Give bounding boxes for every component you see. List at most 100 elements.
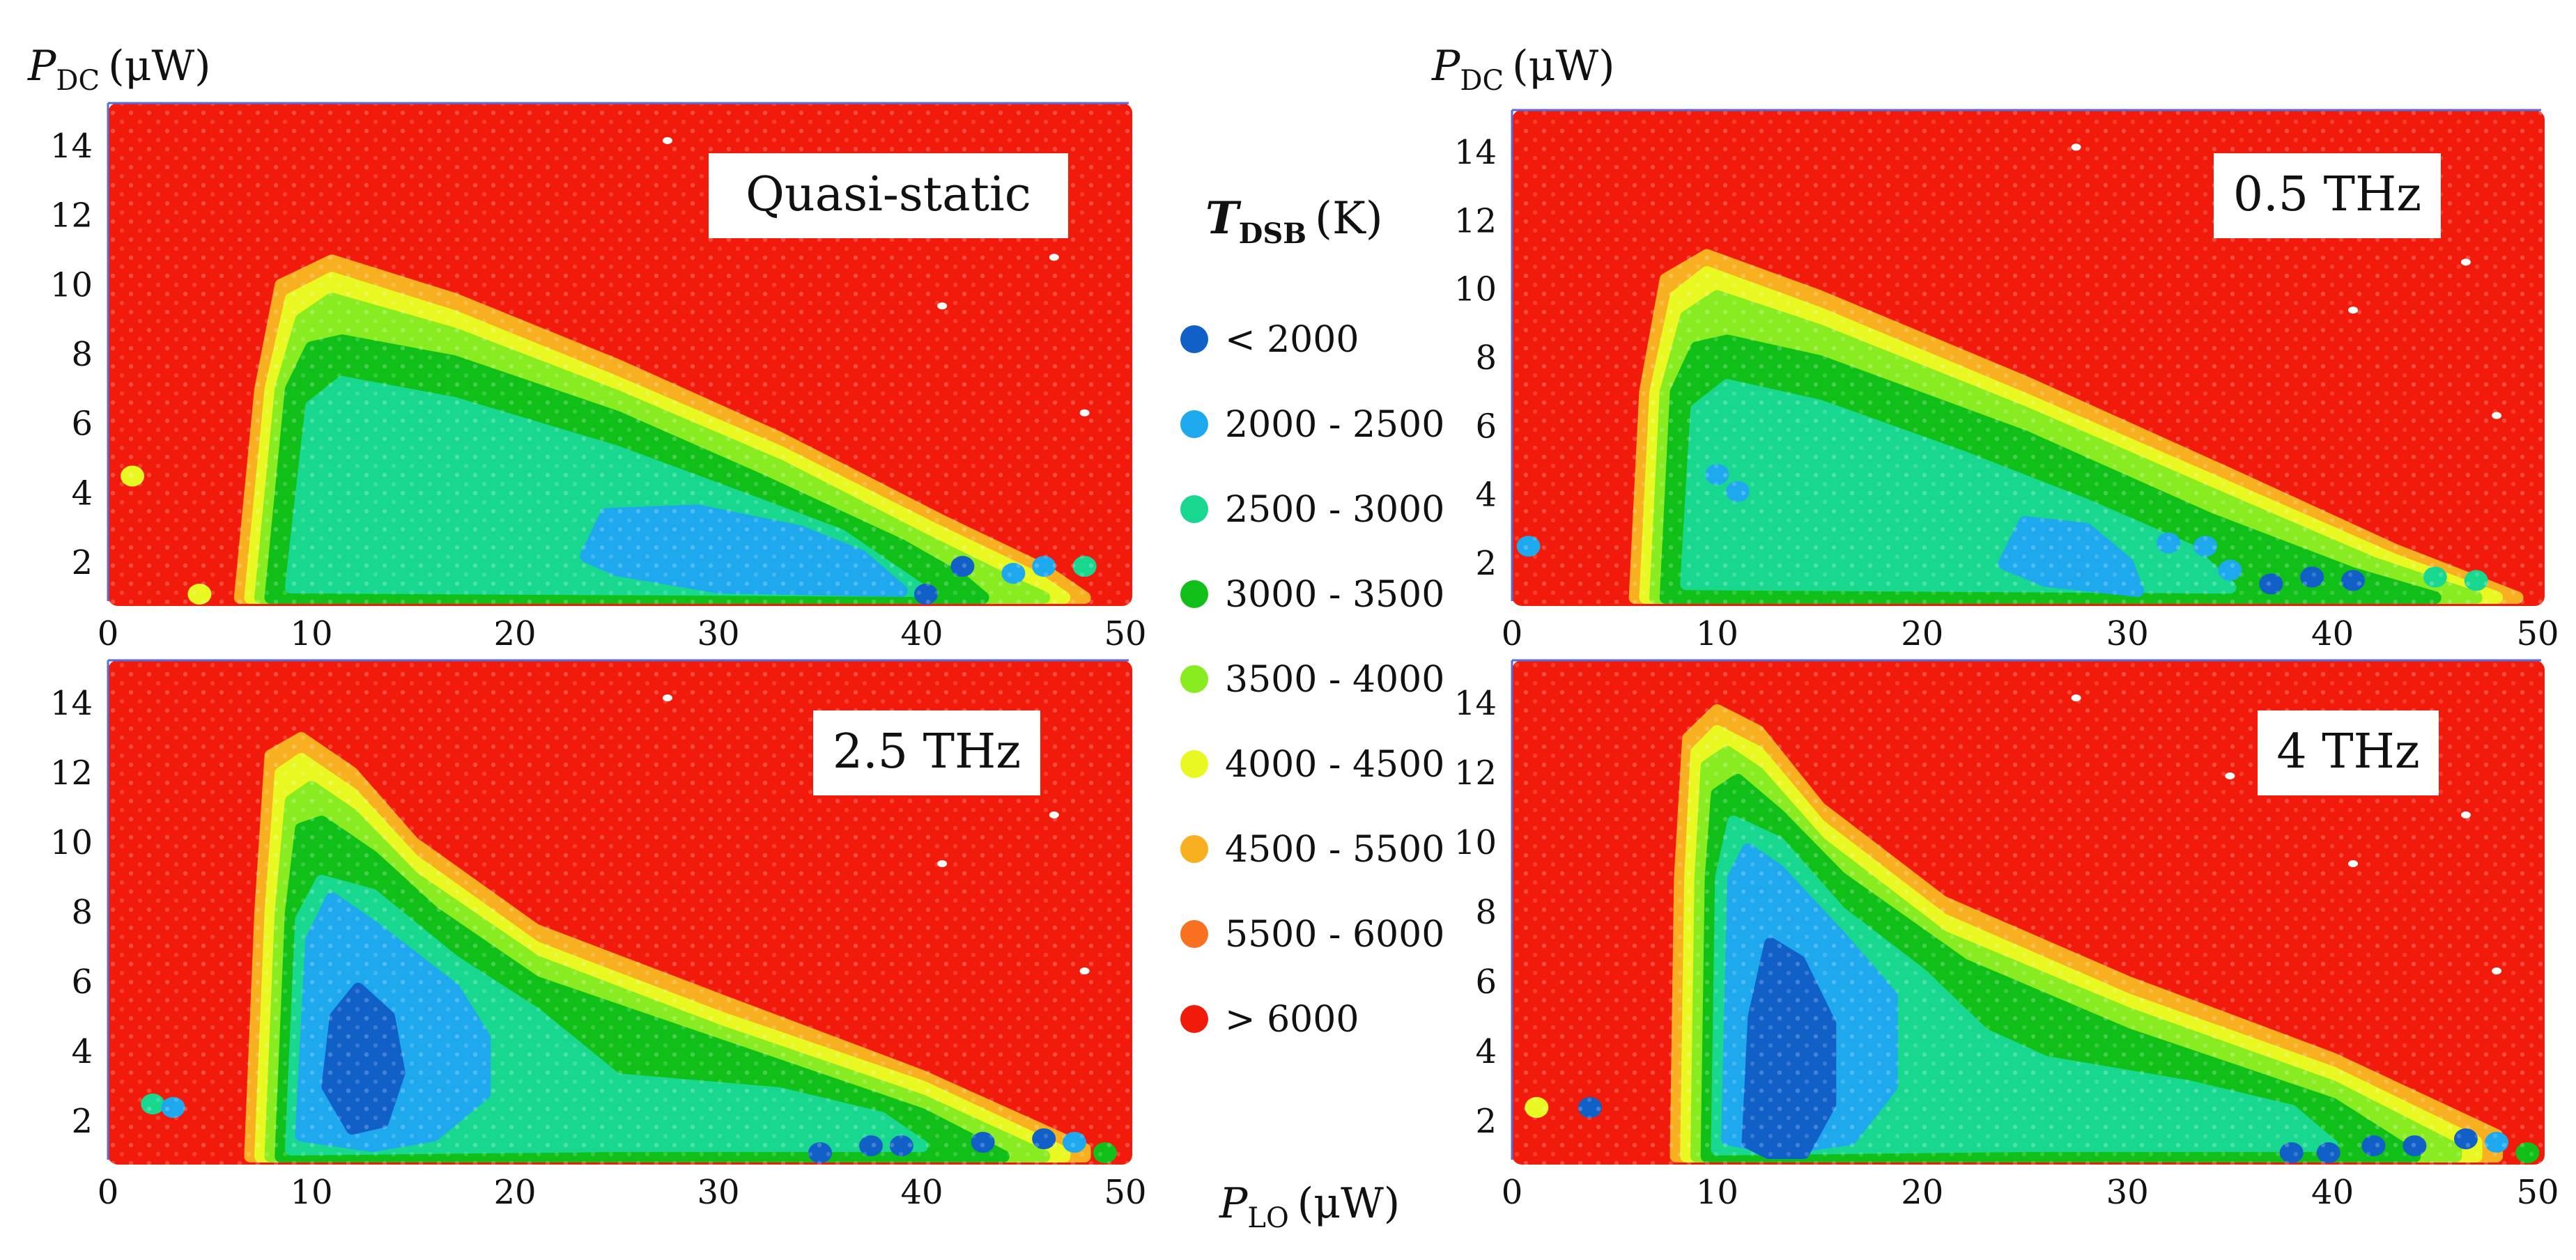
y-axis-subscript: DC xyxy=(1460,65,1504,97)
x-tick-label: 50 xyxy=(2516,614,2559,653)
y-tick-label: 6 xyxy=(1475,407,1497,446)
panel-2: 2 4 6 8 10 12 14 0 10 20 30 40 50 2.5 THz xyxy=(50,659,1147,1212)
y-tick-label: 8 xyxy=(1475,339,1497,378)
x-tick-label: 30 xyxy=(2106,614,2149,653)
panel-0: 2 4 6 8 10 12 14 0 10 20 30 40 50 Quasi-static xyxy=(50,102,1147,653)
y-axis-label-right: PDC (μW) xyxy=(1431,42,1615,97)
y-tick-label: 14 xyxy=(1454,684,1497,723)
legend-marker xyxy=(1180,410,1208,438)
legend-label: 2000 - 2500 xyxy=(1225,404,1444,446)
x-tick-label: 10 xyxy=(290,614,332,653)
y-tick-label: 6 xyxy=(1475,963,1497,1002)
legend-marker xyxy=(1180,665,1208,693)
legend-marker xyxy=(1180,495,1208,523)
panel-3: 2 4 6 8 10 12 14 0 10 20 30 40 50 4 THz xyxy=(1454,659,2559,1212)
panel-1: 2 4 6 8 10 12 14 0 10 20 30 40 50 0.5 THz xyxy=(1454,109,2559,653)
x-axis-subscript: LO xyxy=(1247,1202,1288,1234)
x-tick-label: 30 xyxy=(697,614,739,653)
legend-label: > 6000 xyxy=(1225,999,1359,1041)
legend-marker xyxy=(1180,920,1208,948)
x-tick-label: 10 xyxy=(290,1173,332,1212)
legend-title-symbol: T xyxy=(1205,192,1242,244)
x-tick-label: 40 xyxy=(2311,1173,2354,1212)
x-tick-label: 50 xyxy=(2516,1173,2559,1212)
panel-title: 2.5 THz xyxy=(833,724,1021,779)
y-tick-label: 10 xyxy=(1454,823,1497,862)
y-tick-label: 12 xyxy=(50,754,93,793)
y-tick-label: 12 xyxy=(1454,754,1497,793)
y-axis-label-left: PDC (μW) xyxy=(27,42,211,97)
legend-marker xyxy=(1180,1005,1208,1033)
x-tick-label: 0 xyxy=(1502,1173,1523,1212)
legend-title-unit: (K) xyxy=(1315,193,1383,244)
x-tick-label: 50 xyxy=(1104,1173,1146,1212)
legend-label: 4000 - 4500 xyxy=(1225,744,1444,786)
x-tick-label: 50 xyxy=(1104,614,1146,653)
x-tick-label: 30 xyxy=(2106,1173,2149,1212)
y-axis-symbol: P xyxy=(27,42,57,91)
x-axis-label: PLO (μW) xyxy=(1219,1179,1400,1234)
y-tick-label: 14 xyxy=(1454,133,1497,172)
y-tick-label: 6 xyxy=(71,405,93,444)
legend-marker xyxy=(1180,750,1208,778)
y-tick-label: 2 xyxy=(1475,1102,1497,1141)
y-tick-label: 2 xyxy=(71,543,93,582)
y-tick-label: 6 xyxy=(71,963,93,1002)
y-tick-label: 12 xyxy=(50,196,93,235)
x-tick-label: 30 xyxy=(697,1173,739,1212)
y-tick-label: 10 xyxy=(50,265,93,304)
x-tick-label: 10 xyxy=(1696,614,1738,653)
y-axis-subscript: DC xyxy=(56,65,100,97)
plot-area xyxy=(108,103,1132,606)
x-tick-label: 20 xyxy=(1901,1173,1943,1212)
x-tick-label: 0 xyxy=(98,1173,119,1212)
x-tick-label: 10 xyxy=(1696,1173,1738,1212)
legend-label: 4500 - 5500 xyxy=(1225,829,1444,871)
x-tick-label: 40 xyxy=(900,1173,943,1212)
y-tick-label: 4 xyxy=(71,474,93,513)
y-tick-label: 14 xyxy=(50,127,93,166)
x-tick-label: 40 xyxy=(900,614,943,653)
panel-title-box: 0.5 THz xyxy=(2214,153,2441,238)
y-axis-unit: (μW) xyxy=(108,42,210,91)
y-axis-symbol: P xyxy=(1431,42,1461,91)
x-axis-unit: (μW) xyxy=(1297,1179,1400,1228)
y-tick-label: 10 xyxy=(50,823,93,862)
legend-label: < 2000 xyxy=(1225,319,1359,361)
y-tick-label: 14 xyxy=(50,684,93,723)
panel-title-box: 4 THz xyxy=(2258,710,2439,795)
x-tick-label: 40 xyxy=(2311,614,2354,653)
y-tick-label: 4 xyxy=(1475,476,1497,515)
y-tick-label: 8 xyxy=(71,893,93,932)
legend-marker xyxy=(1180,325,1208,353)
legend-marker xyxy=(1180,835,1208,863)
panel-title: Quasi-static xyxy=(746,167,1031,222)
plot-area xyxy=(1512,660,2545,1165)
x-tick-label: 0 xyxy=(98,614,119,653)
legend-label: 2500 - 3000 xyxy=(1225,489,1444,531)
legend-label: 5500 - 6000 xyxy=(1225,914,1444,956)
legend-marker xyxy=(1180,580,1208,608)
y-tick-label: 2 xyxy=(71,1102,93,1141)
panel-title: 0.5 THz xyxy=(2233,167,2421,222)
panel-title-box: Quasi-static xyxy=(709,153,1068,238)
y-axis-unit: (μW) xyxy=(1512,42,1614,91)
legend-label: 3000 - 3500 xyxy=(1225,574,1444,616)
legend-label: 3500 - 4000 xyxy=(1225,659,1444,701)
y-tick-label: 10 xyxy=(1454,270,1497,309)
x-axis-symbol: P xyxy=(1219,1179,1249,1228)
panel-title: 4 THz xyxy=(2276,724,2419,779)
legend-items: < 2000 2000 - 2500 2500 - 3000 3000 - 3500 3… xyxy=(1180,319,1444,1041)
x-tick-label: 20 xyxy=(1901,614,1943,653)
x-tick-label: 20 xyxy=(493,1173,536,1212)
y-tick-label: 4 xyxy=(1475,1032,1497,1071)
y-tick-label: 12 xyxy=(1454,201,1497,240)
panel-title-box: 2.5 THz xyxy=(813,710,1040,795)
x-tick-label: 20 xyxy=(493,614,536,653)
legend-title-subscript: DSB xyxy=(1239,217,1306,250)
legend: TDSB (K) < 2000 2000 - 2500 2500 - 3000 3000… xyxy=(1180,192,1444,1041)
y-tick-label: 2 xyxy=(1475,544,1497,583)
y-tick-label: 8 xyxy=(71,335,93,374)
